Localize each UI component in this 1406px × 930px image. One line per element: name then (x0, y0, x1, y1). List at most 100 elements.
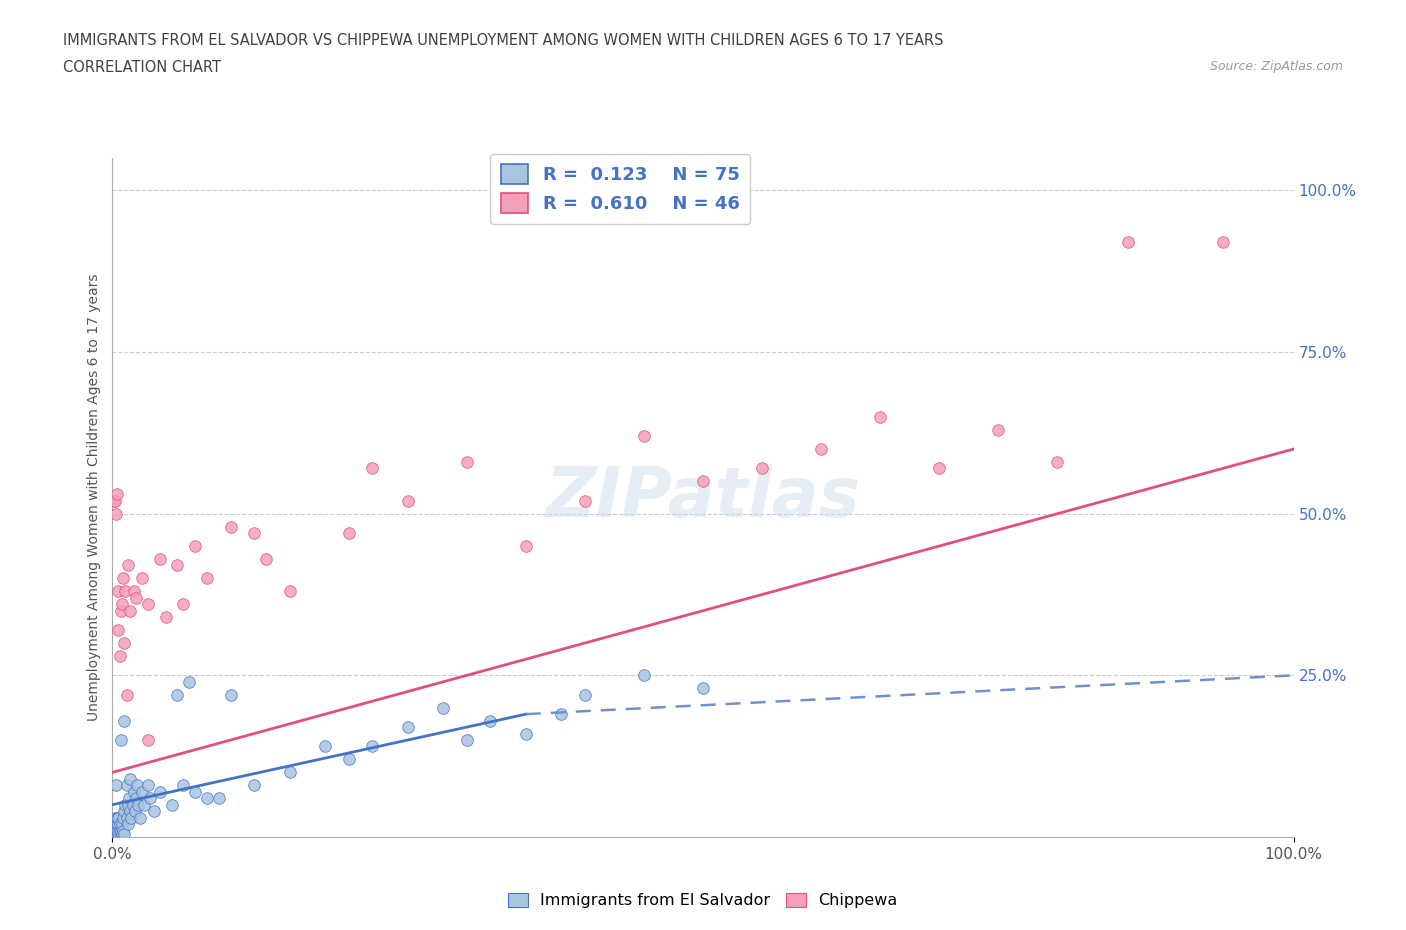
Point (120, 771, 142, 786)
Point (107, 584, 129, 599)
Point (115, 777, 138, 792)
Point (110, 733, 132, 748)
Point (1212, 234, 1234, 249)
Point (166, 687, 188, 702)
Point (574, 687, 596, 702)
Text: IMMIGRANTS FROM EL SALVADOR VS CHIPPEWA UNEMPLOYMENT AMONG WOMEN WITH CHILDREN A: IMMIGRANTS FROM EL SALVADOR VS CHIPPEWA … (63, 33, 943, 47)
Point (115, 810, 138, 825)
Point (278, 584, 301, 599)
Point (107, 827, 129, 842)
Point (1116, 234, 1139, 249)
Point (149, 551, 172, 566)
Point (751, 461, 773, 476)
Point (107, 823, 129, 838)
Point (104, 827, 127, 842)
Point (692, 681, 714, 696)
Point (128, 810, 150, 825)
Point (121, 797, 143, 812)
Point (479, 713, 502, 728)
Point (105, 827, 128, 842)
Point (195, 790, 218, 805)
Point (105, 506, 128, 521)
Point (105, 820, 128, 835)
Point (117, 558, 139, 573)
Point (105, 823, 128, 838)
Point (120, 804, 142, 818)
Point (987, 422, 1010, 437)
Point (166, 558, 188, 573)
Point (114, 797, 136, 812)
Point (550, 707, 572, 722)
Point (112, 827, 135, 842)
Point (103, 827, 125, 842)
Point (104, 817, 127, 831)
Point (122, 584, 145, 599)
Y-axis label: Unemployment Among Women with Children Ages 6 to 17 years: Unemployment Among Women with Children A… (87, 273, 101, 722)
Point (314, 739, 336, 754)
Point (127, 777, 149, 792)
Point (105, 823, 128, 838)
Point (179, 674, 201, 689)
Point (131, 784, 153, 799)
Point (112, 571, 135, 586)
Point (515, 726, 537, 741)
Point (107, 810, 129, 825)
Point (208, 790, 231, 805)
Point (103, 823, 125, 838)
Point (139, 790, 162, 805)
Point (136, 777, 159, 792)
Point (112, 810, 135, 825)
Point (172, 597, 194, 612)
Point (337, 752, 360, 767)
Point (337, 525, 360, 540)
Point (219, 687, 242, 702)
Text: CORRELATION CHART: CORRELATION CHART (63, 60, 221, 75)
Point (114, 584, 136, 599)
Point (117, 797, 139, 812)
Point (120, 604, 142, 618)
Point (124, 804, 146, 818)
Point (127, 797, 149, 812)
Point (160, 797, 183, 812)
Point (219, 519, 242, 534)
Point (107, 623, 129, 638)
Legend: Immigrants from El Salvador, Chippewa: Immigrants from El Salvador, Chippewa (502, 886, 904, 914)
Point (456, 733, 478, 748)
Point (184, 538, 207, 553)
Point (432, 700, 454, 715)
Point (104, 810, 127, 825)
Point (361, 739, 384, 754)
Point (115, 687, 138, 702)
Point (111, 817, 134, 831)
Point (136, 597, 159, 612)
Point (142, 804, 165, 818)
Text: ZIPatlas: ZIPatlas (546, 464, 860, 531)
Point (110, 604, 132, 618)
Point (105, 814, 128, 829)
Text: Source: ZipAtlas.com: Source: ZipAtlas.com (1209, 60, 1343, 73)
Point (118, 790, 141, 805)
Point (112, 635, 135, 650)
Point (110, 823, 132, 838)
Point (396, 493, 419, 508)
Point (172, 777, 194, 792)
Point (254, 551, 277, 566)
Point (120, 810, 142, 825)
Legend: R =  0.123    N = 75, R =  0.610    N = 46: R = 0.123 N = 75, R = 0.610 N = 46 (491, 153, 751, 224)
Point (633, 429, 655, 444)
Point (117, 817, 139, 831)
Point (125, 790, 148, 805)
Point (195, 571, 218, 586)
Point (103, 817, 125, 831)
Point (136, 733, 159, 748)
Point (125, 591, 148, 605)
Point (112, 823, 135, 838)
Point (361, 461, 384, 476)
Point (105, 827, 128, 842)
Point (105, 817, 128, 831)
Point (243, 525, 266, 540)
Point (184, 784, 207, 799)
Point (633, 668, 655, 683)
Point (278, 764, 301, 779)
Point (108, 648, 131, 663)
